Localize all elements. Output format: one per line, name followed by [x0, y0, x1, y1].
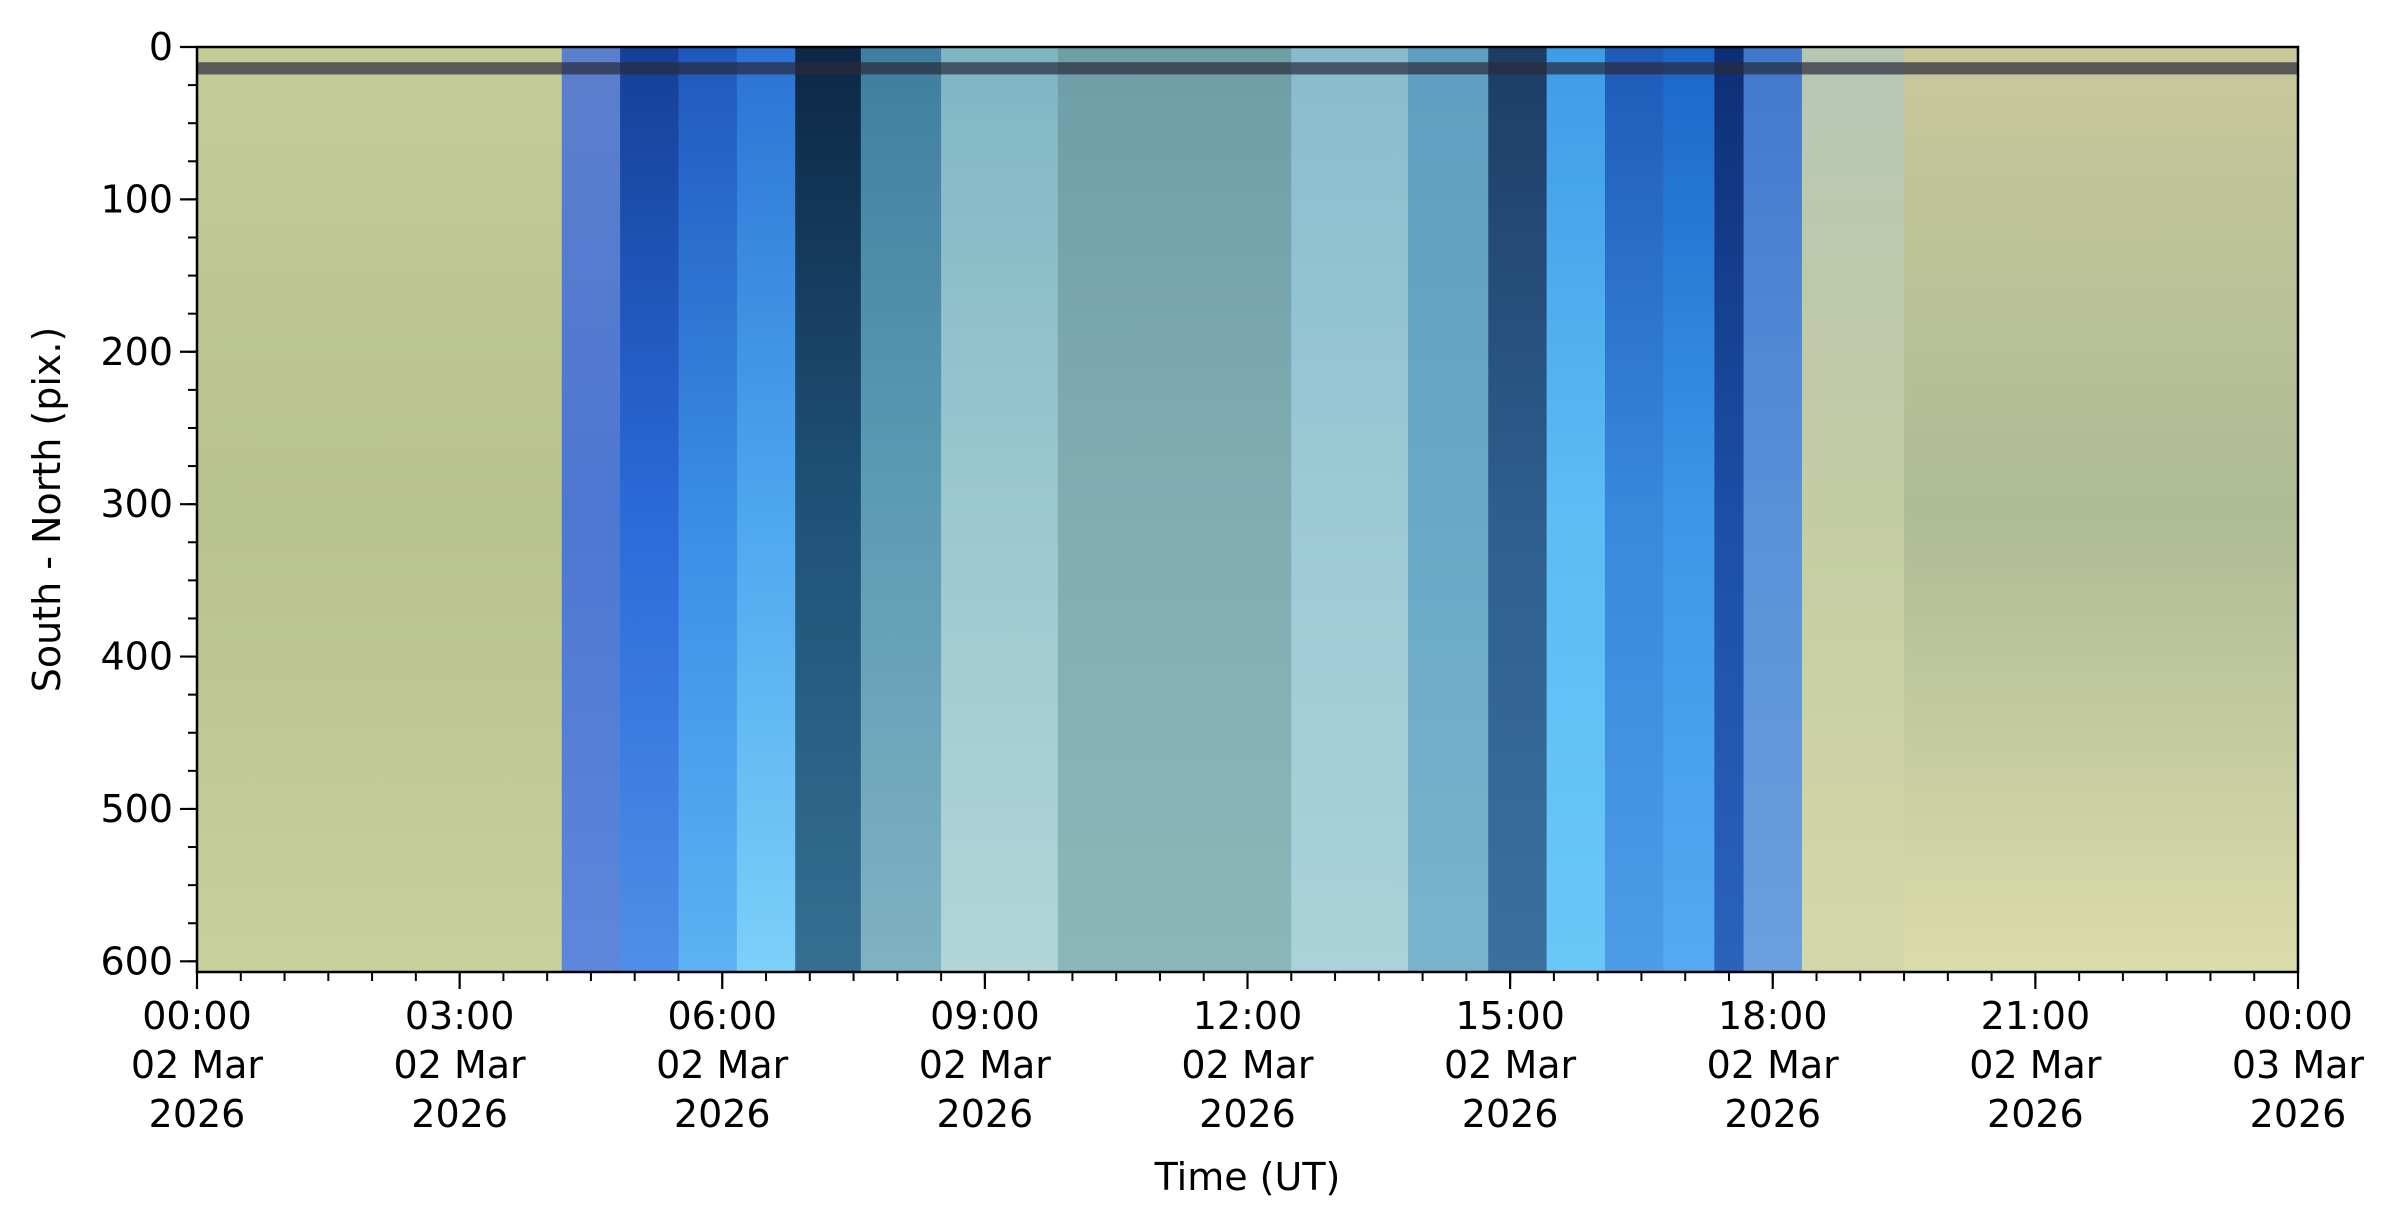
y-tick-label: 500 — [100, 787, 173, 831]
heatmap-band — [561, 47, 621, 972]
heatmap-band — [1663, 47, 1715, 972]
heatmap-band — [1801, 47, 1905, 972]
heatmap-band — [1546, 47, 1606, 972]
x-tick-label: 00:00 02 Mar 2026 — [131, 994, 264, 1136]
x-tick-label: 21:00 02 Mar 2026 — [1969, 994, 2102, 1136]
heatmap-band — [1291, 47, 1409, 972]
y-axis-label: South - North (pix.) — [25, 327, 69, 693]
x-tick-label: 18:00 02 Mar 2026 — [1707, 994, 1840, 1136]
y-axis: 0 100 200 300 400 500 600 — [100, 25, 197, 983]
x-tick-label: 15:00 02 Mar 2026 — [1444, 994, 1577, 1136]
x-tick-label: 03:00 02 Mar 2026 — [394, 994, 527, 1136]
x-tick-label: 09:00 02 Mar 2026 — [919, 994, 1052, 1136]
plot-frame — [195, 45, 2300, 974]
plot-area — [197, 47, 2299, 972]
heatmap-band — [1057, 47, 1292, 972]
heatmap-band — [795, 47, 862, 972]
x-tick-label: 06:00 02 Mar 2026 — [656, 994, 789, 1136]
y-tick-label: 200 — [100, 330, 173, 374]
x-axis: 00:00 02 Mar 2026 03:00 02 Mar 2026 06:00 02 Ma… — [131, 972, 2365, 1136]
y-tick-label: 600 — [100, 939, 173, 983]
heatmap-band — [1407, 47, 1489, 972]
y-tick-label: 100 — [100, 177, 173, 221]
heatmap-band — [1904, 47, 2299, 972]
heatmap-band — [1488, 47, 1548, 972]
heatmap-band — [1604, 47, 1664, 972]
x-axis-label: Time (UT) — [1154, 1155, 1341, 1199]
heatmap-band — [620, 47, 680, 972]
heatmap-band — [941, 47, 1059, 972]
y-tick-label: 0 — [149, 25, 173, 69]
y-tick-label: 300 — [100, 482, 173, 526]
dark-row-band — [197, 62, 2298, 75]
heatmap-band — [197, 47, 563, 972]
x-tick-label: 00:00 03 Mar 2026 — [2232, 994, 2365, 1136]
x-tick-label: 12:00 02 Mar 2026 — [1181, 994, 1314, 1136]
heatmap-band — [1714, 47, 1745, 972]
heatmap-band — [1743, 47, 1803, 972]
y-tick-label: 400 — [100, 635, 173, 679]
heatmap-band — [860, 47, 942, 972]
heatmap-band — [678, 47, 738, 972]
heatmap-band — [736, 47, 796, 972]
